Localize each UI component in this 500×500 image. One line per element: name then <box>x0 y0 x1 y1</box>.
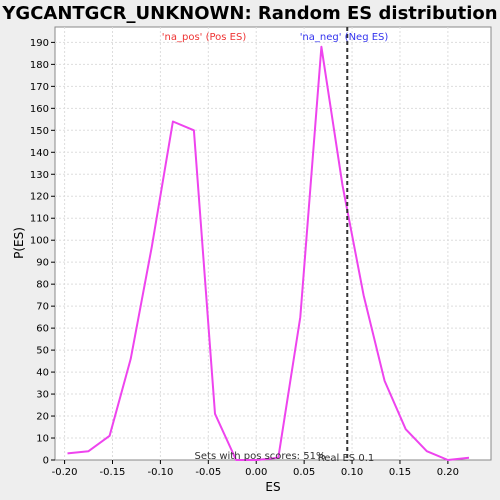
y-tick-label: 10 <box>36 434 49 445</box>
x-tick-label: -0.15 <box>100 467 126 478</box>
y-axis-label: P(ES) <box>12 227 26 259</box>
x-tick-label: 0.20 <box>437 467 459 478</box>
sets-pos-scores-label: Sets with pos scores: 51% <box>195 451 326 462</box>
y-tick-label: 180 <box>30 60 49 71</box>
distribution-line <box>67 45 470 461</box>
x-tick-label: 0.05 <box>293 467 315 478</box>
y-tick-label: 110 <box>30 214 49 225</box>
chart-title: YGCANTGCR_UNKNOWN: Random ES distributio… <box>1 3 497 24</box>
y-tick-label: 40 <box>36 368 49 379</box>
y-tick-label: 90 <box>36 258 49 269</box>
y-tick-label: 150 <box>30 126 49 137</box>
y-tick-label: 50 <box>36 346 49 357</box>
y-tick-label: 160 <box>30 104 49 115</box>
y-tick-label: 120 <box>30 192 49 203</box>
neg-es-label: 'na_neg' (Neg ES) <box>300 32 389 43</box>
real-es-label: Real ES 0.1 <box>318 453 374 464</box>
y-axis: 0 10 20 30 40 50 60 70 80 90 100 110 120 130 140 150 160… <box>30 38 55 467</box>
x-axis: -0.20 -0.15 -0.10 -0.05 0.00 0.05 0.10 0.15 0.20 <box>52 460 459 478</box>
y-tick-label: 140 <box>30 148 49 159</box>
y-tick-label: 170 <box>30 82 49 93</box>
y-tick-label: 80 <box>36 280 49 291</box>
x-tick-label: 0.15 <box>389 467 411 478</box>
x-axis-label: ES <box>265 480 280 494</box>
y-tick-label: 190 <box>30 38 49 49</box>
y-tick-label: 60 <box>36 324 49 335</box>
x-tick-label: 0.00 <box>245 467 267 478</box>
plot-area <box>54 26 492 461</box>
y-tick-label: 130 <box>30 170 49 181</box>
y-tick-label: 70 <box>36 302 49 313</box>
y-tick-label: 100 <box>30 236 49 247</box>
grid <box>55 27 491 460</box>
x-tick-label: -0.05 <box>195 467 221 478</box>
y-tick-label: 30 <box>36 390 49 401</box>
x-tick-label: 0.10 <box>341 467 363 478</box>
y-tick-label: 0 <box>43 456 49 467</box>
series-group <box>67 45 470 461</box>
pos-es-label: 'na_pos' (Pos ES) <box>162 32 247 43</box>
y-tick-label: 20 <box>36 412 49 423</box>
x-tick-label: -0.20 <box>52 467 78 478</box>
x-tick-label: -0.10 <box>147 467 173 478</box>
